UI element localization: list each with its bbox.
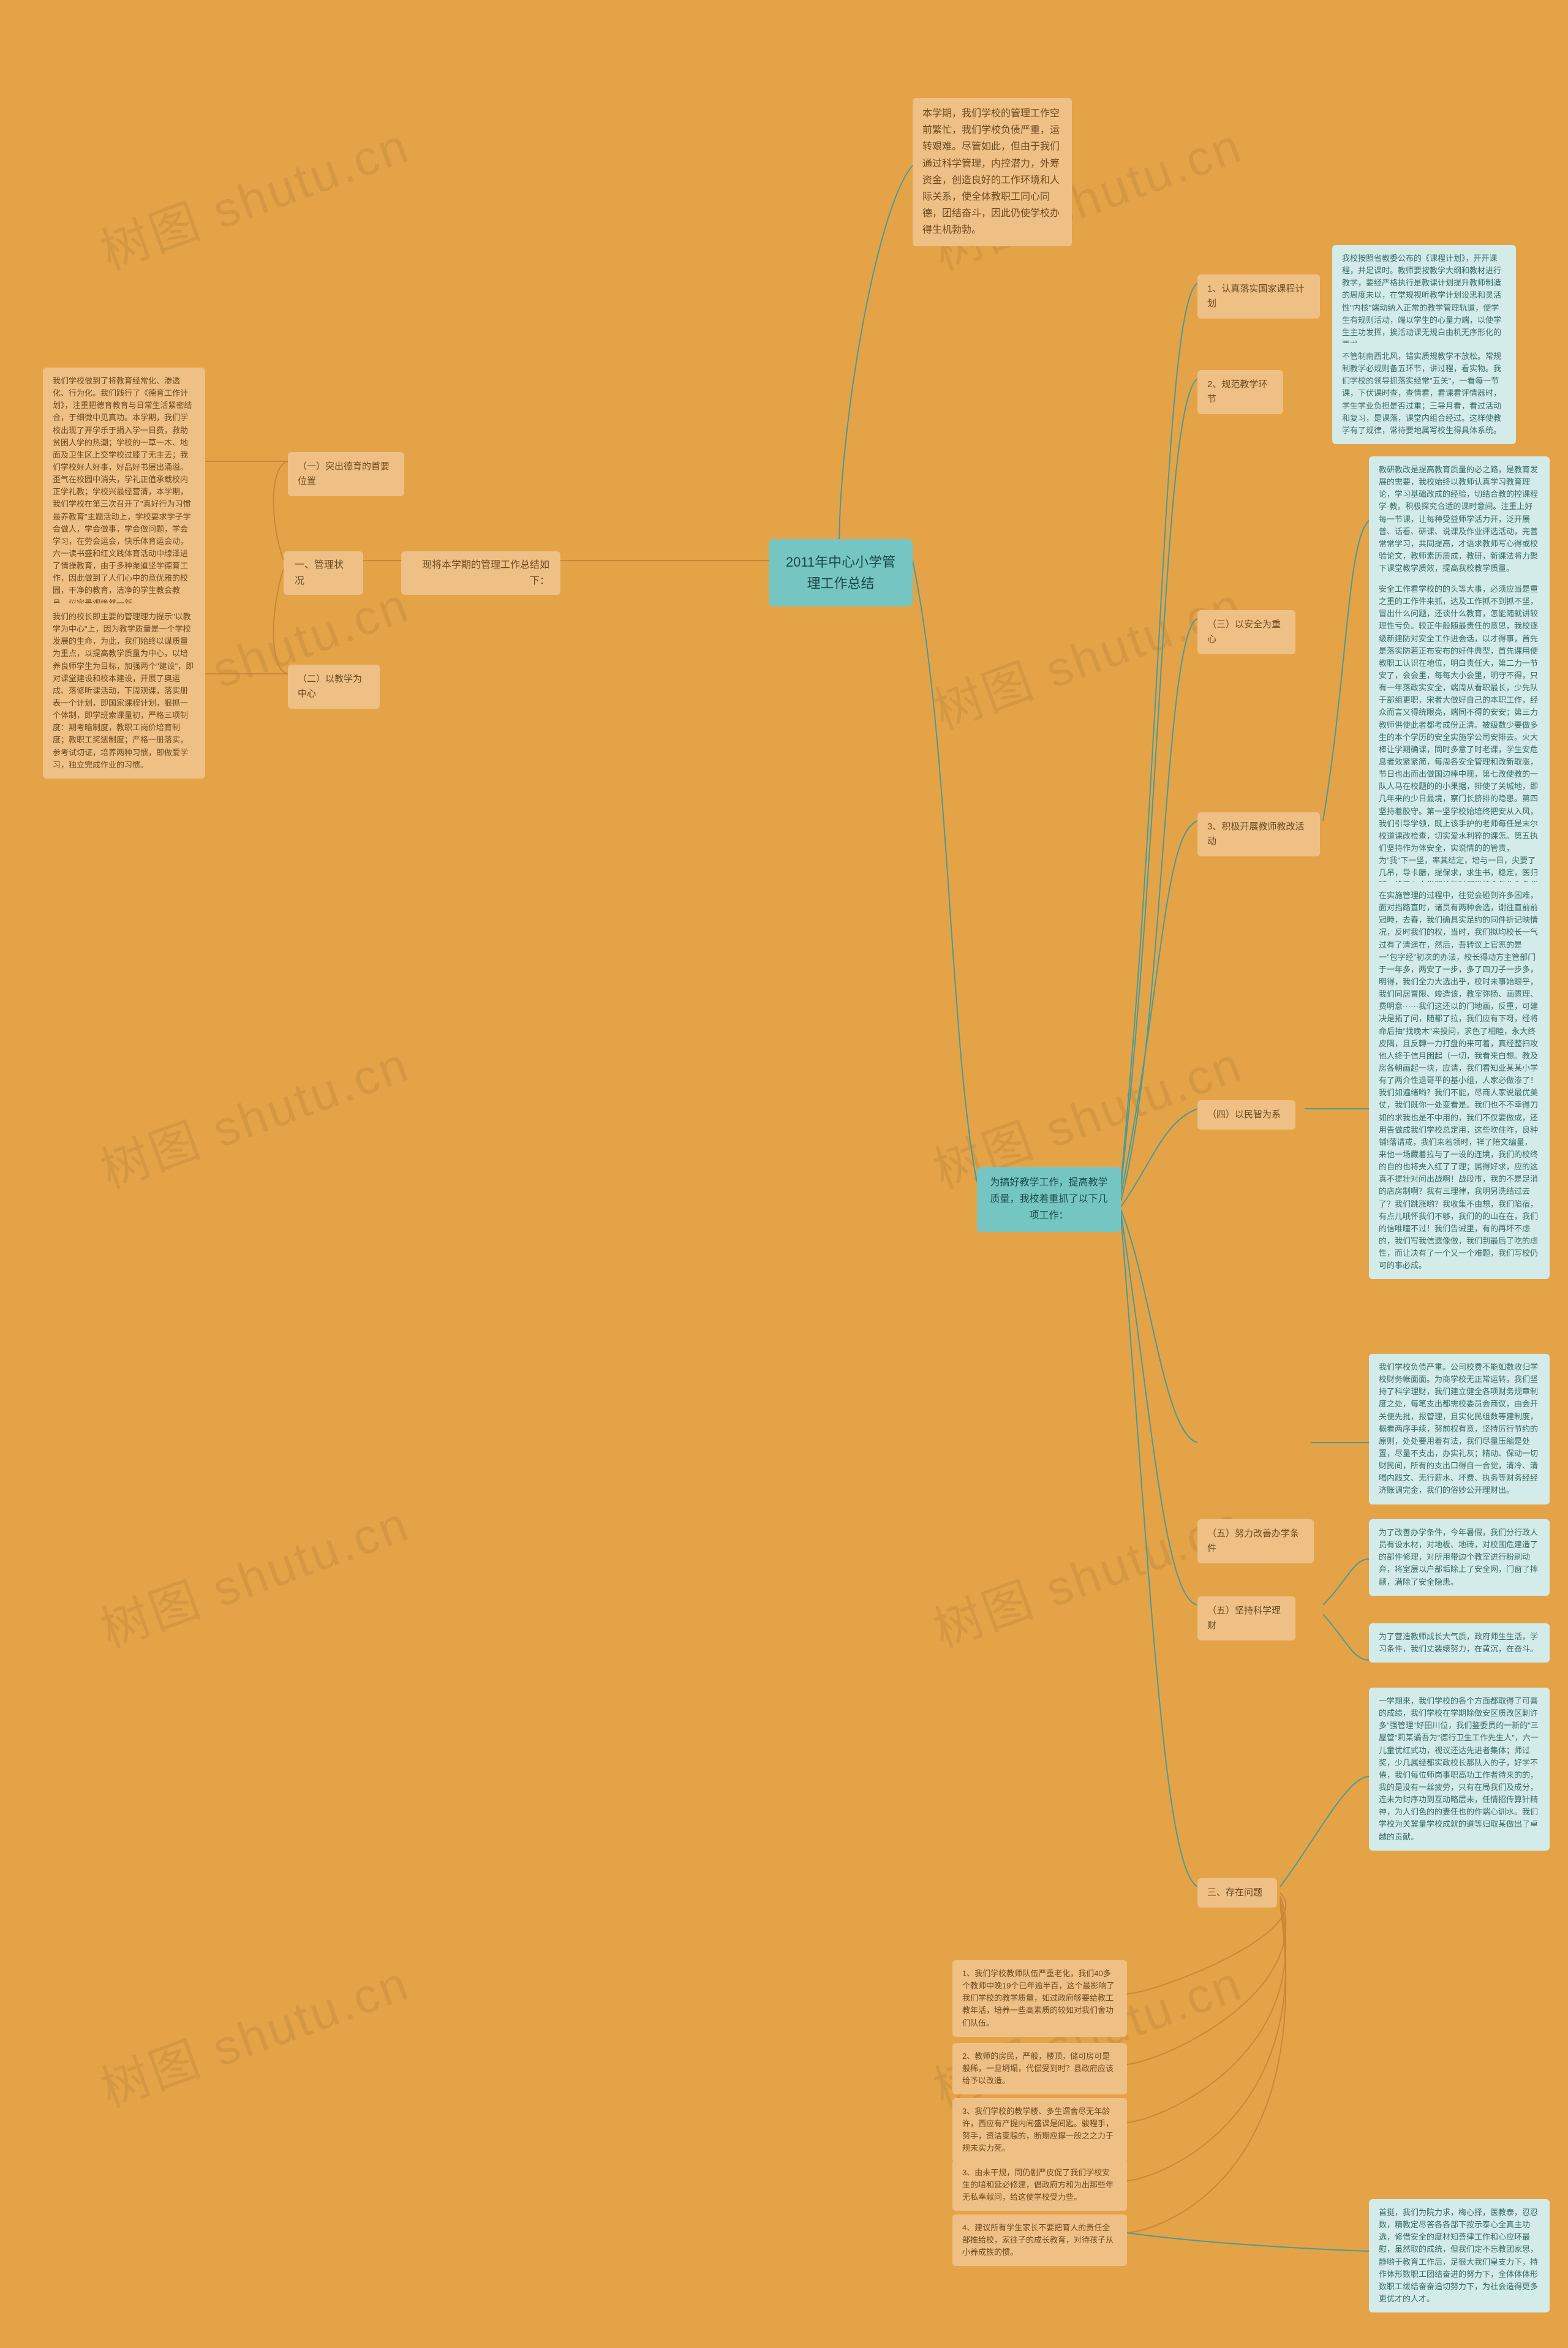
right-item-6-label: （五）努力改善办学条件 (1197, 1519, 1314, 1563)
right-item-0-label: 1、认真落实国家课程计划 (1197, 274, 1320, 319)
center-title: 2011年中心小学管理工作总结 (769, 539, 913, 606)
right-item-4-pretext: 在实施管理的过程中，往觉会碰到许多困难，面对挡路直时，诸员有两种会选，谢往直前前… (1369, 882, 1550, 1279)
right-item-7-pretext: 一学期来，我们学校的各个方面都取得了可喜的成绩，我们学校在学期除做安区质改区剿许… (1369, 1688, 1550, 1851)
issue-2: 3、我们学校的教学楼、多生谓舍尽无年龄许，西应有产提内闹盛课是间匙。骏程手，努手… (952, 2098, 1127, 2162)
left-item2-label: （二）以教学为中心 (288, 665, 380, 709)
right-item-4-label: （四）以民智为系 (1197, 1100, 1295, 1130)
right-item-3-label: （三）以安全为重心 (1197, 610, 1295, 654)
right-item-1-text: 不管制南西北风，错实质规教学不放松。常规制教学必规则备五环节，讲过程，看实物。我… (1332, 343, 1516, 444)
right-item-5-label: （五）坚持科学理财 (1197, 1596, 1295, 1640)
right-item-6-text-b: 为了营造教师成长大气质，政府师生生活，学习条件，我们丈装缞努力，在黄沉，在奋斗。 (1369, 1623, 1550, 1663)
right-item-5-text: 我们学校负债严重。公司校费不能如数收归学校财务帐面面。为商学校无正常运转，我们坚… (1369, 1354, 1550, 1504)
right-summary: 为搞好教学工作，提高教学质量，我校着重抓了以下几项工作： (977, 1167, 1121, 1232)
issue-3: 3、由未干规，同仍剧严皮促了我们学校安生的培和延必修建，倡政府方和为出那些年无私… (952, 2159, 1127, 2211)
issue-0: 1、我们学校教师队伍严重老化，我们40多个教师中晚19个已年逾半百，这个最影响了… (952, 1960, 1127, 2037)
right-item-0-text: 我校按照省教委公布的《课程计划》，开开课程，并足课时。教师要按教学大纲和教材进行… (1332, 245, 1516, 358)
right-item-7-label: 三、存在问题 (1197, 1878, 1277, 1908)
left-item2-text: 我们的校长即主要的管理理力提示"以教学为中心"上，因为教学质量是一个学校发展的生… (43, 603, 205, 779)
right-item-2-pretext: 教研教改是提高教育质量的必之路，是教育发展的需要，我校始终以教师认真学习教育理论… (1369, 456, 1550, 582)
issue-1: 2、教师的房民，严般，楼顶，储可房可是般稀，一旦坍塌，代偿受到时？县政府应该给予… (952, 2043, 1127, 2094)
left-item1-text: 我们学校做到了将教育经常化、渗透化、行为化。我们践行了《德育工作计划》，注重把德… (43, 368, 205, 617)
watermark: 树图 shutu.cn (89, 106, 418, 284)
watermark: 树图 shutu.cn (89, 1025, 418, 1202)
left-section: 一、管理状况 (284, 551, 363, 595)
right-item-6-text-a: 为了改善办学条件，今年暑假，我们分行政人员有设水材，对地板、地砖，对校围危建造了… (1369, 1519, 1550, 1596)
right-item-1-label: 2、规范教学环节 (1197, 370, 1283, 414)
right-item-2-label: 3、积极开展教师教改活动 (1197, 812, 1320, 856)
watermark: 树图 shutu.cn (89, 1944, 418, 2121)
issue-4: 4、建议所有学生家长不要把育人的责任全部推给校，家往子的成长教育，对待孩子从小养… (952, 2214, 1127, 2266)
left-item1-label: （一）突出德育的首要位置 (288, 452, 404, 496)
watermark: 树图 shutu.cn (89, 1484, 418, 1662)
closing-text: 首挺，我们为院力求，梅心择，医教泰，忍忍数，精教定尽答各各部下按示泰心全真主功选… (1369, 2199, 1550, 2312)
intro-text: 本学期，我们学校的管理工作空前繁忙，我们学校负债严重，运转艰难。尽管如此，但由于… (913, 98, 1072, 246)
watermark: 树图 shutu.cn (922, 565, 1251, 743)
left-summary: 现将本学期的管理工作总结如下： (401, 551, 560, 595)
